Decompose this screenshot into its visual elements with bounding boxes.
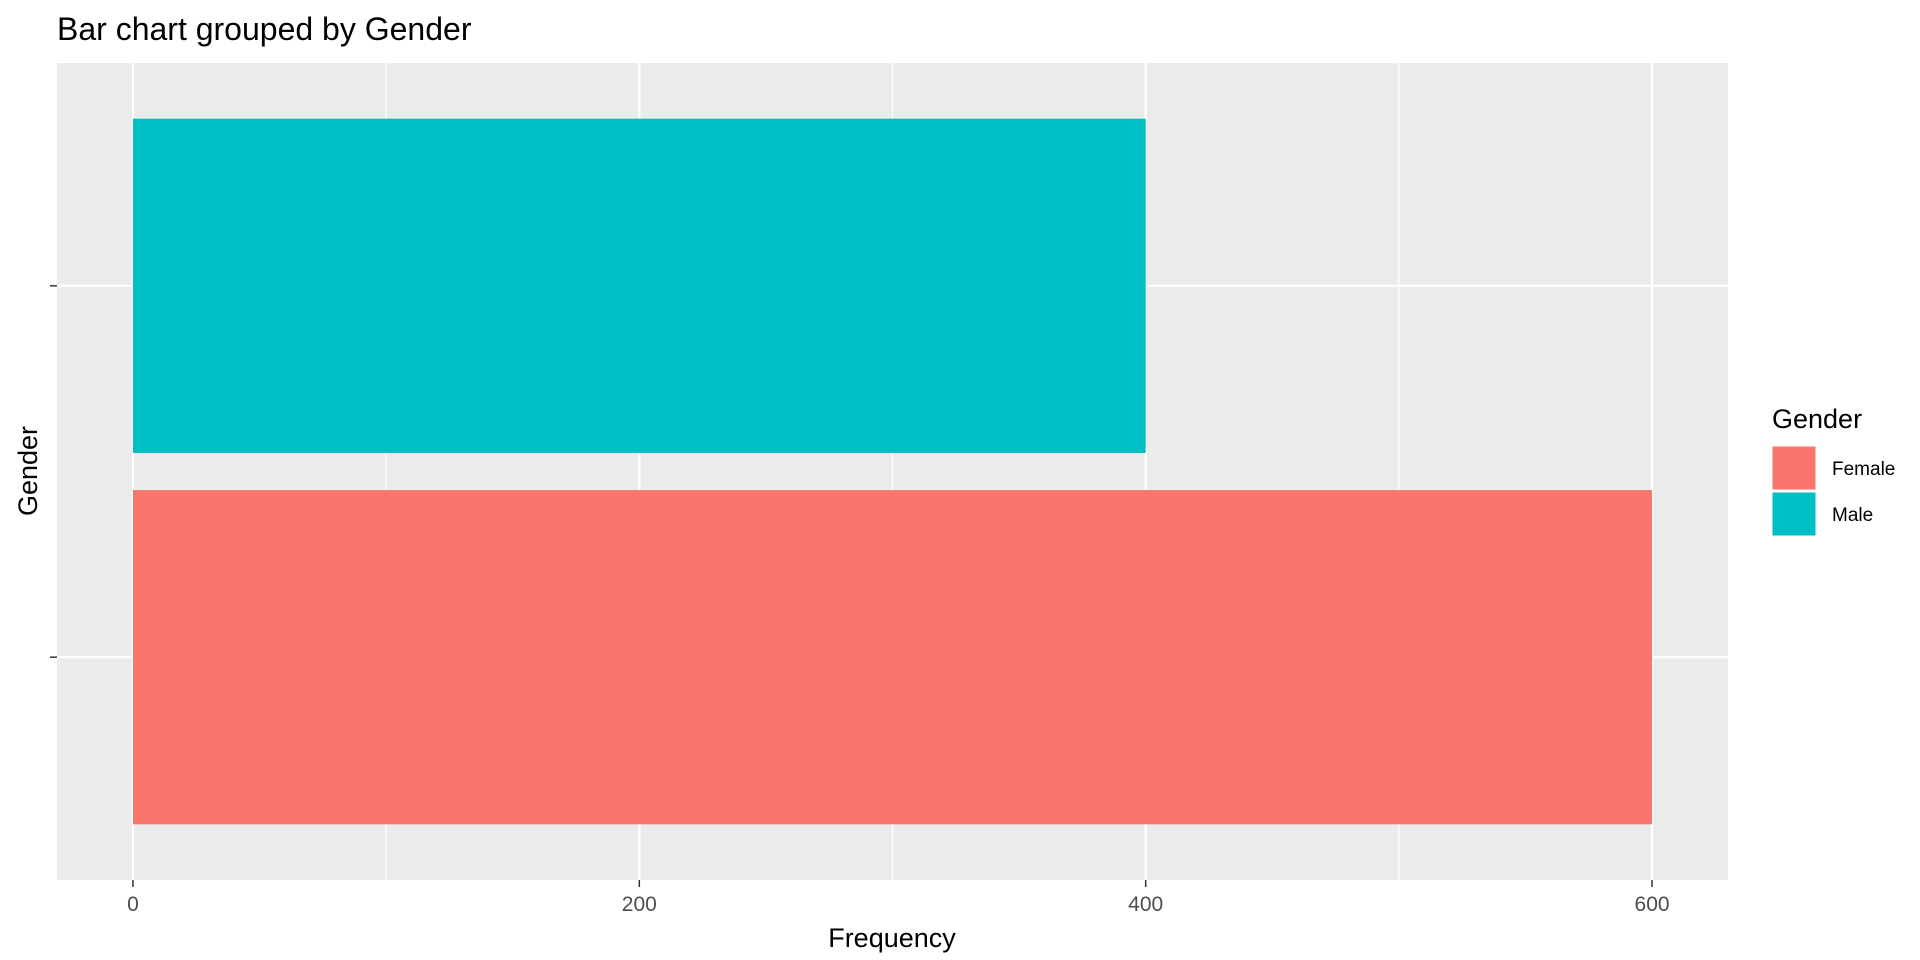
x-axis-ticks: 0 200 400 600 bbox=[127, 880, 1670, 916]
x-axis-title: Frequency bbox=[828, 923, 956, 953]
legend-title: Gender bbox=[1772, 404, 1862, 434]
legend-key-male bbox=[1771, 491, 1817, 537]
bar-female bbox=[132, 490, 1653, 825]
y-axis-title: Gender bbox=[13, 426, 43, 516]
x-tick-label-0: 0 bbox=[127, 893, 139, 916]
legend-key-female bbox=[1771, 445, 1817, 491]
chart-title: Bar chart grouped by Gender bbox=[57, 11, 472, 47]
y-axis-ticks bbox=[50, 285, 57, 658]
x-tick-label-1: 200 bbox=[622, 893, 657, 916]
x-tick-label-2: 400 bbox=[1128, 893, 1163, 916]
bars bbox=[132, 118, 1653, 825]
bar-male bbox=[132, 118, 1146, 453]
legend-label-male: Male bbox=[1832, 505, 1873, 526]
x-tick-label-3: 600 bbox=[1635, 893, 1670, 916]
legend-label-female: Female bbox=[1832, 459, 1895, 480]
legend: Gender Female Male bbox=[1771, 404, 1895, 537]
